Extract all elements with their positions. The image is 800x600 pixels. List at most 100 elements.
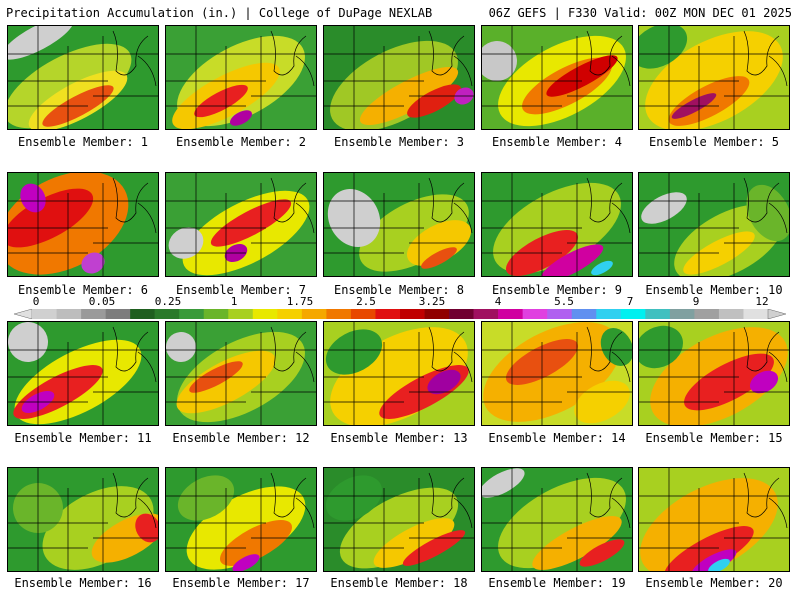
precip-contour — [540, 244, 604, 276]
precip-field — [324, 468, 474, 571]
colorbar-swatch — [375, 309, 401, 319]
colorbar-swatch — [694, 309, 720, 319]
ensemble-member-label: Ensemble Member: 13 — [330, 431, 468, 445]
ensemble-member-label: Ensemble Member: 10 — [645, 283, 783, 297]
ensemble-member-label: Ensemble Member: 16 — [14, 576, 152, 590]
precip-field — [324, 322, 474, 425]
boundary-line — [270, 30, 307, 76]
colorbar-swatch — [252, 309, 278, 319]
colorbar-swatch — [571, 309, 597, 319]
boundary-line — [270, 326, 307, 372]
ensemble-map-6 — [7, 172, 159, 277]
ensemble-map-10 — [638, 172, 790, 277]
precip-contour — [232, 554, 260, 571]
precip-contour — [639, 325, 683, 369]
ensemble-map-3 — [323, 25, 475, 130]
colorbar-tick-label: 9 — [692, 295, 700, 308]
colorbar-swatch — [32, 309, 57, 319]
precip-field — [166, 322, 316, 425]
run-valid-time: 06Z GEFS | F330 Valid: 00Z MON DEC 01 20… — [488, 6, 792, 20]
boundary-line — [611, 351, 631, 383]
colorbar-swatch — [424, 309, 450, 319]
precip-field — [324, 26, 474, 129]
ensemble-map-14 — [481, 321, 633, 426]
boundary-line — [743, 472, 780, 518]
boundary-line — [428, 472, 465, 518]
ensemble-map-1 — [7, 25, 159, 130]
colorbar-tick-label: 0.25 — [154, 295, 182, 308]
colorbar-swatch — [56, 309, 82, 319]
boundary-line — [586, 30, 623, 76]
precip-contour — [482, 41, 517, 81]
ensemble-map-11 — [7, 321, 159, 426]
precip-field — [482, 322, 632, 425]
colorbar-min-arrow — [14, 309, 33, 319]
precip-contour — [230, 110, 252, 126]
colorbar-tick-label: 4 — [494, 295, 502, 308]
precip-contour — [219, 520, 293, 566]
precip-field — [639, 468, 789, 571]
precip-field — [324, 173, 474, 276]
colorbar-swatch — [718, 309, 744, 319]
precip-contour — [402, 530, 466, 566]
boundary-line — [137, 202, 157, 234]
ensemble-map-15 — [638, 321, 790, 426]
boundary-line — [295, 202, 315, 234]
ensemble-member-label: Ensemble Member: 3 — [333, 135, 465, 149]
precip-contour — [546, 55, 618, 97]
boundary-line — [768, 55, 788, 87]
colorbar-swatch — [596, 309, 622, 319]
precip-contour — [691, 549, 737, 571]
colorbar-tick-label: 1 — [230, 295, 238, 308]
colorbar-swatch — [350, 309, 376, 319]
precip-contour — [749, 370, 779, 394]
boundary-line — [428, 326, 465, 372]
ensemble-member-label: Ensemble Member: 8 — [333, 283, 465, 297]
boundary-line — [453, 497, 473, 529]
colorbar-swatch — [81, 309, 106, 319]
precip-field — [482, 173, 632, 276]
precip-field — [166, 468, 316, 571]
colorbar-swatch — [228, 309, 254, 319]
colorbar-tick-label: 0.05 — [88, 295, 116, 308]
ensemble-member-label: Ensemble Member: 17 — [172, 576, 310, 590]
ensemble-map-17 — [165, 467, 317, 572]
boundary-line — [270, 177, 307, 223]
boundary-line — [137, 497, 157, 529]
boundary-line — [743, 177, 780, 223]
colorbar-swatch — [473, 309, 499, 319]
ensemble-member-label: Ensemble Member: 4 — [491, 135, 623, 149]
precip-contour — [186, 486, 306, 570]
precip-contour — [359, 194, 469, 272]
precip-field — [8, 26, 158, 129]
precip-field — [8, 173, 158, 276]
ensemble-member-label: Ensemble Member: 11 — [14, 431, 152, 445]
precip-contour — [168, 227, 204, 259]
ensemble-member-label: Ensemble Member: 5 — [648, 135, 780, 149]
ensemble-map-8 — [323, 172, 475, 277]
precip-field — [166, 26, 316, 129]
ensemble-map-2 — [165, 25, 317, 130]
precip-contour — [591, 260, 613, 276]
boundary-line — [768, 497, 788, 529]
colorbar-swatch — [301, 309, 327, 319]
boundary-line — [586, 177, 623, 223]
boundary-line — [428, 177, 465, 223]
colorbar-swatch — [179, 309, 205, 319]
boundary-line — [743, 30, 780, 76]
precip-contour — [427, 369, 461, 395]
ensemble-member-label: Ensemble Member: 14 — [488, 431, 626, 445]
precip-field — [8, 468, 158, 571]
boundary-line — [112, 326, 149, 372]
precip-contour — [746, 184, 789, 242]
boundary-line — [611, 497, 631, 529]
precip-field — [8, 322, 158, 425]
colorbar-swatch — [277, 309, 303, 319]
boundary-line — [112, 472, 149, 518]
ensemble-map-20 — [638, 467, 790, 572]
ensemble-map-5 — [638, 25, 790, 130]
precip-contour — [684, 353, 774, 411]
boundary-line — [112, 177, 149, 223]
colorbar-tick-label: 12 — [755, 295, 769, 308]
boundary-line — [453, 55, 473, 87]
